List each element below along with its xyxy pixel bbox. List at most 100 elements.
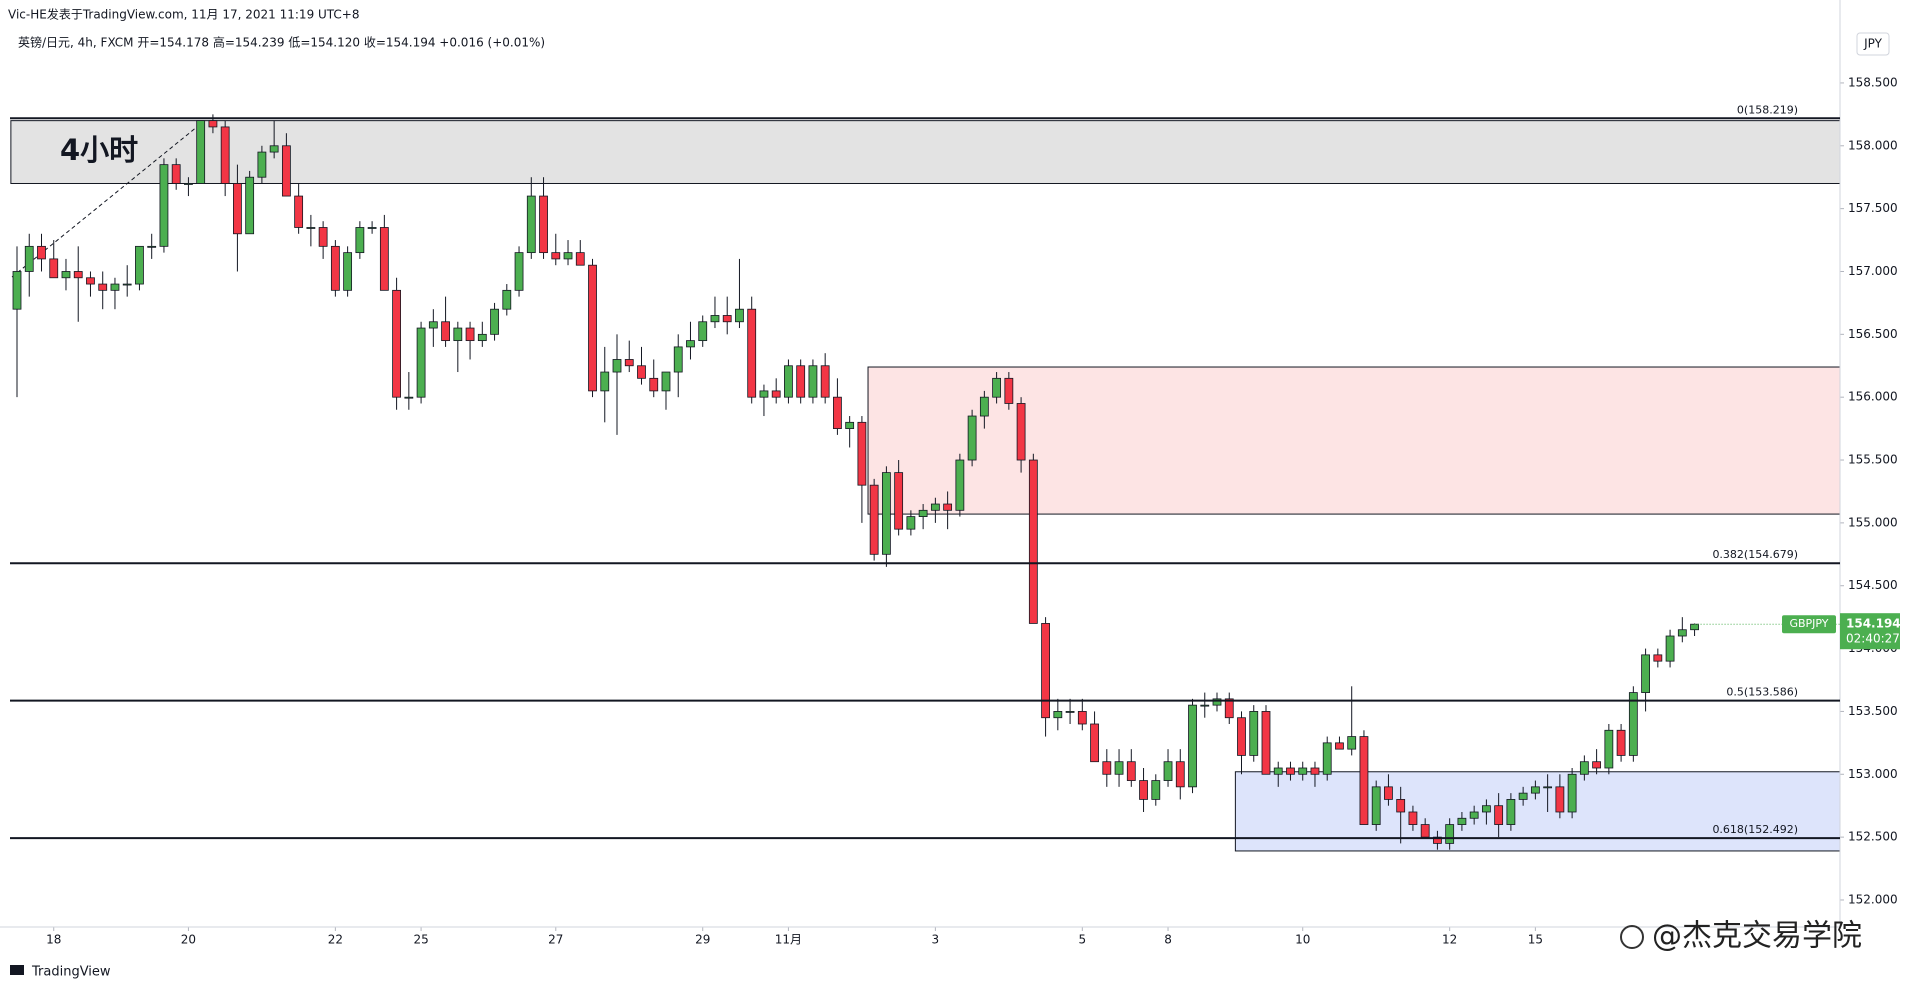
candle-body [86,277,95,285]
last-price-label: 154.194 [1846,617,1901,631]
candle-body [735,308,744,323]
candle-body [453,327,463,342]
x-tick-label: 29 [695,933,710,947]
candle-body [1004,377,1014,404]
symbol-info: 英镑/日元, 4h, FXCM 开=154.178 高=154.239 低=15… [18,35,545,50]
candles [12,114,1699,850]
candle-body [294,195,304,228]
candle-body [539,195,548,254]
candle-body [1457,817,1467,825]
candle-body [1212,698,1222,706]
y-tick-label: 155.500 [1848,453,1898,467]
candle-body [686,340,695,348]
y-tick-label: 153.500 [1848,704,1898,718]
candle-body [563,252,573,260]
candle-body [1371,786,1381,825]
candle-body [575,252,585,266]
candle-body [514,252,524,291]
candle-body [918,509,928,517]
candle-body [1592,761,1602,769]
currency[interactable]: JPY [1863,37,1883,51]
candle-body [967,415,977,461]
candle-body [649,377,659,392]
trend-line [11,121,204,278]
candle-body [612,359,622,373]
symbol-label: GBPJPY [1789,617,1828,630]
zone [867,366,1841,515]
x-tick-label: 20 [181,933,196,947]
zone [10,120,1841,184]
candle-body [379,227,389,291]
candle-body [673,346,683,373]
candle-body [147,245,157,248]
candle-body [722,315,732,323]
candle-body [1188,704,1197,788]
candle-body [1114,761,1124,775]
footer-logo [10,965,24,975]
candle-body [698,321,708,342]
candle-body [943,503,953,511]
candle-body [1543,786,1553,789]
candle-body [1347,736,1357,750]
candle-body [98,283,108,291]
candle-body [906,516,916,530]
candle-body [49,258,59,279]
candle-body [477,333,487,342]
candle-body [551,252,561,260]
candle-body [1359,736,1369,825]
candle-body [196,120,206,184]
x-tick-label: 11月 [775,933,802,947]
candle-body [1555,786,1565,813]
candle-body [1665,635,1675,662]
candle-body [1310,767,1320,775]
y-tick-label: 158.000 [1848,138,1898,152]
candle-body [1249,711,1259,756]
candle-body [1677,629,1687,637]
candle-body [1567,773,1577,813]
candle-body [367,227,377,229]
watermark-icon [1620,925,1644,949]
x-tick-label: 12 [1442,933,1457,947]
candle-body [428,321,438,329]
candle-body [1482,805,1491,813]
currency-button[interactable] [1856,32,1890,56]
candle-body [1616,729,1626,756]
y-tick-label: 157.500 [1848,201,1898,215]
candle-body [1530,786,1540,794]
price-tag [1840,613,1900,650]
candle-body [845,421,855,430]
candle-body [1494,805,1504,825]
y-tick-label: 154.500 [1848,578,1898,592]
candle-body [1200,704,1210,707]
candle-body [110,283,120,291]
candle-body [73,271,83,279]
candle-body [135,245,144,285]
candle-body [637,365,646,379]
candle-body [1273,767,1283,775]
candle-body [1016,403,1026,461]
candle-body [1469,811,1479,819]
candle-body [1420,824,1430,838]
candle-body [392,289,401,398]
candle-body [1175,761,1185,788]
candle-body [1408,811,1418,825]
candle-body [833,396,842,430]
candle-body [490,308,499,335]
candle-body [24,245,34,272]
candle-body [1102,761,1112,775]
annotation: 4小时 [60,133,138,167]
candle-body [600,371,610,392]
y-tick-label: 157.000 [1848,264,1898,278]
header: Vic-HE发表于TradingView.com, 11月 17, 2021 1… [8,7,360,22]
candle-body [1335,742,1344,750]
candle-body [784,365,793,398]
x-tick-label: 27 [548,933,563,947]
level-label: 0.618(152.492) [1712,823,1798,836]
candle-body [747,308,757,398]
candle-body [1322,742,1332,775]
y-tick-label: 156.500 [1848,327,1898,341]
countdown: 02:40:27 [1846,632,1900,646]
x-tick-label: 25 [413,933,428,947]
candle-body [441,321,450,342]
